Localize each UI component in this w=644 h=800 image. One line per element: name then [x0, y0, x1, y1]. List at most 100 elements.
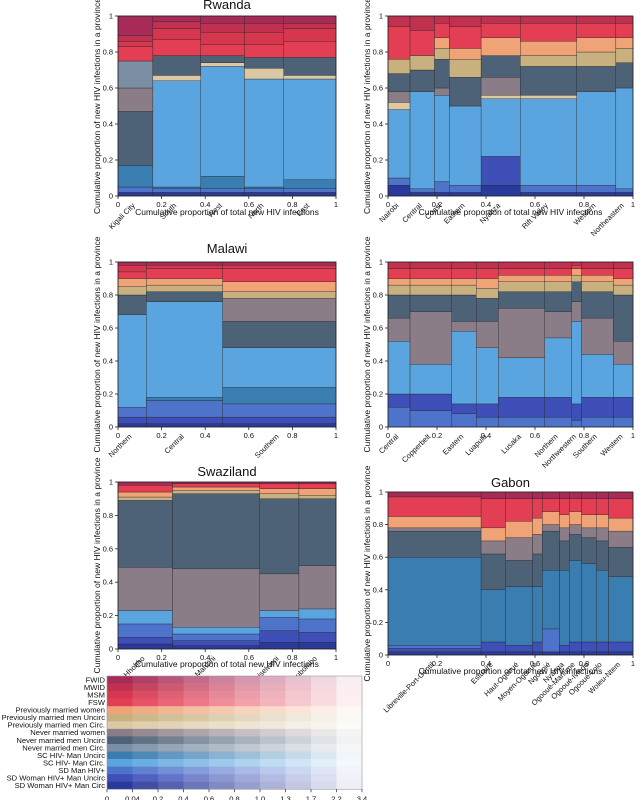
bar-segment — [520, 15, 577, 24]
legend-swatch — [132, 713, 159, 722]
bar-segment — [117, 278, 147, 287]
bar-segment — [146, 284, 223, 292]
bar-segment — [576, 37, 617, 53]
legend-scale-label: 0.4 — [178, 794, 189, 800]
x-tick-label: 0 — [116, 200, 120, 209]
legend-swatch — [132, 691, 159, 699]
legend-swatch — [158, 774, 184, 782]
bar-segment — [117, 35, 154, 42]
legend-swatch — [311, 743, 337, 752]
bar-segment — [520, 95, 577, 99]
bar-segment — [608, 576, 634, 643]
bar-segment — [576, 91, 617, 186]
bar-segment — [581, 317, 614, 355]
legend-swatch — [132, 683, 159, 692]
legend-swatch — [209, 736, 235, 745]
legend-swatch — [209, 743, 235, 752]
y-tick-label: 0.8 — [103, 291, 113, 300]
legend-swatch — [260, 683, 286, 692]
bar-segment — [283, 28, 337, 42]
bar-segment — [532, 498, 543, 519]
bar-segment — [117, 294, 147, 315]
x-tick-label: 0.2 — [156, 653, 166, 662]
bar-segment — [596, 527, 609, 542]
bar-segment — [520, 66, 577, 96]
bar-segment — [283, 179, 337, 189]
bar-segment — [476, 268, 499, 279]
bar-segment — [596, 651, 609, 656]
bar-segment — [146, 397, 223, 401]
bar-segment — [569, 534, 582, 561]
y-tick-label: 1 — [109, 258, 113, 267]
bar-segment — [409, 364, 452, 395]
bar-segment — [505, 645, 533, 652]
plot-frame — [117, 261, 337, 428]
x-tick-label: 0.4 — [481, 200, 491, 209]
legend-swatch — [260, 691, 286, 699]
bar-segment — [608, 651, 634, 656]
bar-segment — [172, 486, 260, 491]
bar-segment — [387, 109, 411, 179]
x-tick-label: 1 — [631, 659, 635, 668]
y-tick-label: 0.8 — [103, 511, 113, 520]
legend-swatch — [311, 683, 337, 692]
bar-segment — [172, 633, 260, 641]
x-tick-label: 0.6 — [530, 431, 540, 440]
legend-swatch — [183, 721, 210, 730]
bar-segment — [480, 527, 506, 542]
bar-segment — [476, 288, 499, 299]
bar-segment — [387, 557, 482, 646]
bar-segment — [152, 80, 202, 188]
legend-swatch — [132, 676, 159, 684]
bar-segment — [434, 48, 450, 60]
bar-segment — [544, 291, 572, 312]
bar-segment — [571, 275, 582, 282]
legend-scale-label: 0.2 — [153, 794, 164, 800]
legend-swatch — [285, 676, 312, 684]
legend-swatch — [285, 698, 312, 707]
bar-segment — [608, 491, 634, 499]
legend-swatch — [107, 698, 133, 707]
bar-segment — [244, 68, 284, 80]
bar-segment — [387, 26, 411, 60]
legend-swatch — [107, 766, 133, 775]
legend-swatch — [183, 774, 210, 782]
bar-segment — [387, 496, 482, 517]
legend-swatch — [158, 743, 184, 752]
legend-swatch — [209, 781, 235, 790]
legend-swatch — [132, 743, 159, 752]
legend-swatch — [260, 743, 286, 752]
bar-segment — [544, 311, 572, 339]
legend-swatch — [260, 721, 286, 730]
legend-scale-label: 0.8 — [229, 794, 240, 800]
bar-segment — [298, 565, 337, 610]
bar-segment — [576, 192, 617, 197]
legend-label: MWID — [84, 683, 106, 692]
bar-segment — [480, 651, 506, 656]
legend-swatch — [234, 698, 261, 707]
legend-scale-label: 1.3 — [280, 794, 291, 800]
bar-segment — [117, 60, 154, 89]
chart-title: Gabon — [491, 475, 530, 490]
bar-segment — [544, 281, 572, 292]
bar-segment — [571, 281, 582, 302]
bar-segment — [200, 32, 245, 45]
legend-swatch — [260, 766, 286, 775]
bar-segment — [498, 397, 545, 418]
bar-segment — [259, 498, 300, 575]
bar-segment — [152, 75, 202, 81]
legend-swatch — [234, 774, 261, 782]
legend-swatch — [260, 713, 286, 722]
x-tick-label: 0.8 — [287, 431, 297, 440]
bar-segment — [520, 23, 577, 42]
bar-segment — [152, 55, 202, 76]
bar-segment — [152, 186, 202, 189]
x-tick-label: 0.4 — [200, 431, 210, 440]
bar-segment — [559, 514, 570, 529]
bar-segment — [152, 28, 202, 40]
bar-segment — [615, 15, 634, 24]
bar-segment — [451, 261, 477, 269]
bar-segment — [152, 39, 202, 56]
bar-segment — [613, 278, 634, 286]
x-tick-label: 0 — [116, 431, 120, 440]
